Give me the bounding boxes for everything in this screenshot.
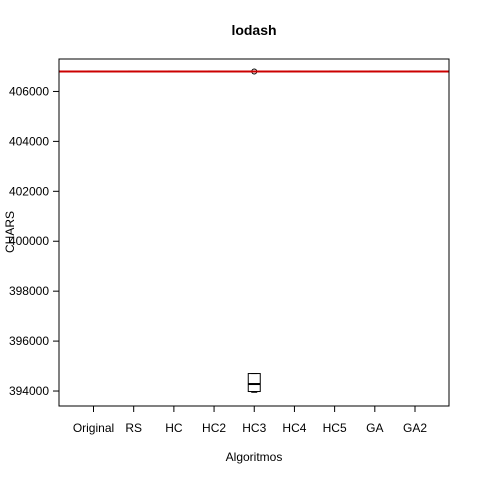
chart-marks [59, 68, 449, 393]
x-tick-label: HC [165, 421, 183, 435]
x-axis: Original RS HC HC2 HC3 HC4 HC5 GA GA2 [73, 406, 427, 435]
x-axis-label: Algoritmos [226, 450, 283, 464]
y-tick-label: 394000 [9, 384, 49, 398]
x-tick-label: HC2 [202, 421, 226, 435]
x-tick-label: HC3 [242, 421, 266, 435]
x-tick-label: GA [366, 421, 383, 435]
y-tick-label: 396000 [9, 334, 49, 348]
y-axis: 394000 396000 398000 400000 402000 404000 4060… [9, 84, 59, 398]
x-tick-label: RS [125, 421, 142, 435]
plot-frame [58, 58, 450, 407]
y-tick-label: 400000 [9, 234, 49, 248]
y-tick-label: 402000 [9, 184, 49, 198]
chart-title: lodash [231, 22, 276, 38]
box-hc3 [247, 68, 261, 393]
x-tick-label: HC4 [282, 421, 306, 435]
y-axis-label: CHARS [3, 211, 17, 253]
x-tick-label: Original [73, 421, 114, 435]
y-tick-label: 398000 [9, 284, 49, 298]
box-iqr [247, 373, 261, 393]
y-tick-label: 404000 [9, 134, 49, 148]
x-tick-label: HC5 [323, 421, 347, 435]
y-tick-label: 406000 [9, 84, 49, 98]
x-tick-label: GA2 [403, 421, 427, 435]
